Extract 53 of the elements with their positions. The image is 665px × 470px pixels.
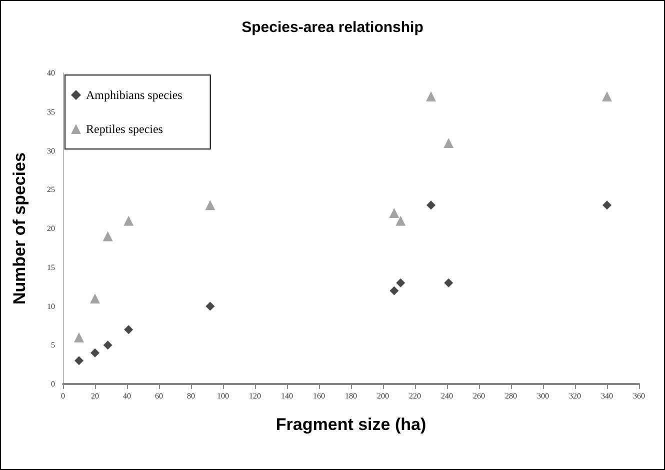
point [426,91,436,102]
legend-label: Amphibians species [86,88,183,102]
x-tick-label: 0 [61,392,65,400]
point [124,216,134,226]
y-tick-label: 15 [47,262,55,272]
x-tick-label: 320 [569,392,581,400]
point [206,302,215,311]
x-tick-label: 200 [377,392,389,400]
point [102,231,113,242]
chart-title: Species-area relationship [242,19,424,36]
y-tick-label: 35 [47,107,55,116]
point [90,348,100,358]
point [602,91,612,102]
y-tick-label: 10 [47,302,55,311]
y-tick-label: 20 [47,224,55,233]
x-tick-label: 20 [91,392,99,400]
x-tick-label: 100 [217,392,229,400]
x-tick-label: 360 [633,392,645,400]
point [90,293,100,304]
x-tick-label: 260 [473,392,485,400]
point [205,200,216,210]
point [74,356,84,366]
point [74,332,84,342]
point [390,286,399,296]
x-axis-title: Fragment size (ha) [276,415,426,434]
x-tick-label: 120 [249,392,261,400]
y-tick-label: 40 [47,68,55,78]
legend-label: Reptiles species [86,122,164,136]
x-tick-label: 80 [187,392,195,400]
x-tick-label: 280 [505,392,517,400]
y-tick-label: 30 [47,146,55,156]
point [389,208,400,218]
x-tick-label: 40 [123,392,131,400]
x-tick-label: 60 [155,392,163,400]
point [444,138,454,148]
y-tick-label: 5 [51,340,55,350]
x-tick-label: 300 [537,392,549,400]
x-tick-label: 180 [345,392,357,400]
y-tick-label: 0 [51,380,55,388]
x-tick-label: 240 [441,392,453,400]
point [426,200,436,210]
x-tick-label: 140 [281,392,293,400]
y-tick-label: 25 [47,185,55,194]
point [103,340,112,350]
point [124,325,134,334]
point [444,278,454,288]
x-tick-label: 220 [409,392,421,400]
y-axis-title: Number of species [10,152,29,305]
x-tick-label: 160 [313,392,325,400]
x-tick-label: 340 [601,392,613,400]
point [396,216,406,226]
point [602,200,612,210]
point [396,278,406,288]
